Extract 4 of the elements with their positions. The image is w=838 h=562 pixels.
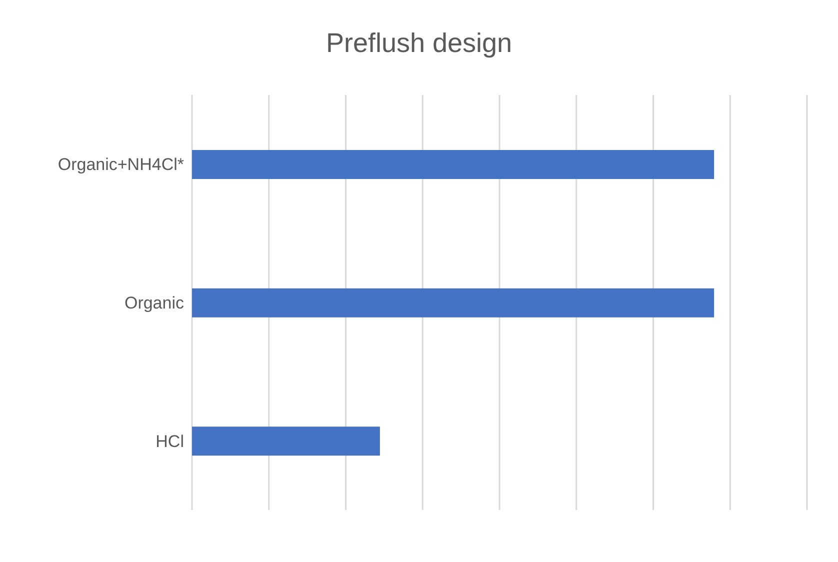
chart-title: Preflush design	[324, 28, 514, 59]
y-tick-label: HCl	[156, 432, 184, 451]
y-tick-label: Organic	[124, 294, 184, 313]
y-tick-label: Organic+NH4Cl*	[58, 155, 184, 174]
